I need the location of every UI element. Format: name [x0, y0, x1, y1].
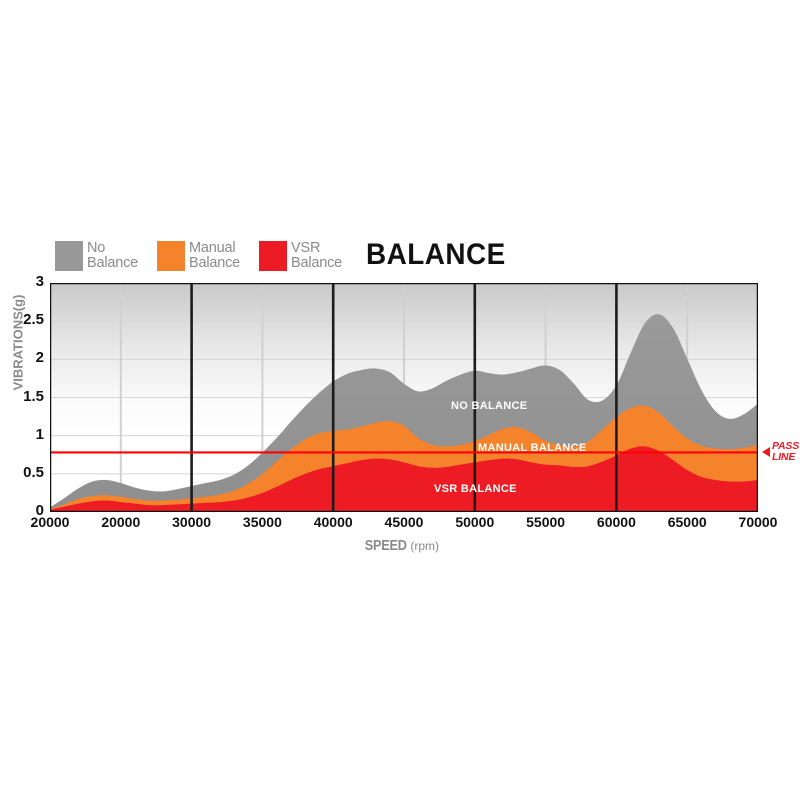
pass-line-label: PASS LINE	[772, 440, 800, 464]
legend-item-no-balance: No Balance	[55, 241, 138, 271]
y-tick-label: 2	[35, 349, 44, 367]
series-area-vsr-balance	[50, 446, 758, 512]
plot-area	[50, 283, 758, 512]
annotation-vsr-balance: VSR BALANCE	[434, 483, 517, 495]
legend-swatch-vsr-balance	[259, 241, 287, 271]
gridlines-major-vertical	[190, 283, 618, 512]
y-axis-label-unit: (g)	[10, 294, 26, 312]
y-tick-label: 1.5	[23, 387, 44, 405]
chart-title: BALANCE	[366, 238, 506, 271]
x-tick-label: 50000	[455, 514, 495, 530]
legend-swatch-manual-balance	[157, 241, 185, 271]
y-tick-label: 2.5	[23, 311, 44, 329]
chart-legend: No Balance Manual Balance VSR Balance	[55, 241, 342, 275]
annotation-no-balance: NO BALANCE	[451, 400, 528, 412]
legend-item-manual-balance: Manual Balance	[157, 241, 240, 271]
x-tick-label: 65000	[667, 514, 707, 530]
x-axis-label: SPEED (rpm)	[0, 537, 800, 554]
y-tick-label: 1	[35, 425, 44, 443]
y-tick-label: 0.5	[23, 463, 44, 481]
pass-line-callout: PASS LINE	[762, 441, 799, 463]
x-tick-label: 20000	[101, 514, 141, 530]
x-axis-label-unit: (rpm)	[410, 539, 440, 553]
y-tick-label: 0	[35, 502, 44, 519]
legend-label-no-balance: No Balance	[87, 240, 138, 271]
x-tick-label: 45000	[384, 514, 424, 530]
x-tick-label: 70000	[738, 514, 778, 530]
x-tick-label: 20000	[30, 514, 70, 530]
x-tick-label: 35000	[242, 514, 282, 530]
x-tick-label: 40000	[313, 514, 353, 530]
x-axis-label-main: SPEED	[364, 537, 407, 554]
legend-label-vsr-balance: VSR Balance	[291, 240, 342, 271]
pass-line-arrow-icon	[762, 447, 770, 458]
y-tick-label: 3	[35, 273, 44, 290]
x-tick-label: 30000	[172, 514, 212, 530]
legend-item-vsr-balance: VSR Balance	[259, 241, 342, 271]
annotation-manual-balance: MANUAL BALANCE	[478, 442, 587, 454]
legend-label-manual-balance: Manual Balance	[189, 240, 240, 271]
x-tick-label: 60000	[596, 514, 636, 530]
x-tick-label: 55000	[526, 514, 566, 530]
legend-swatch-no-balance	[55, 241, 83, 271]
